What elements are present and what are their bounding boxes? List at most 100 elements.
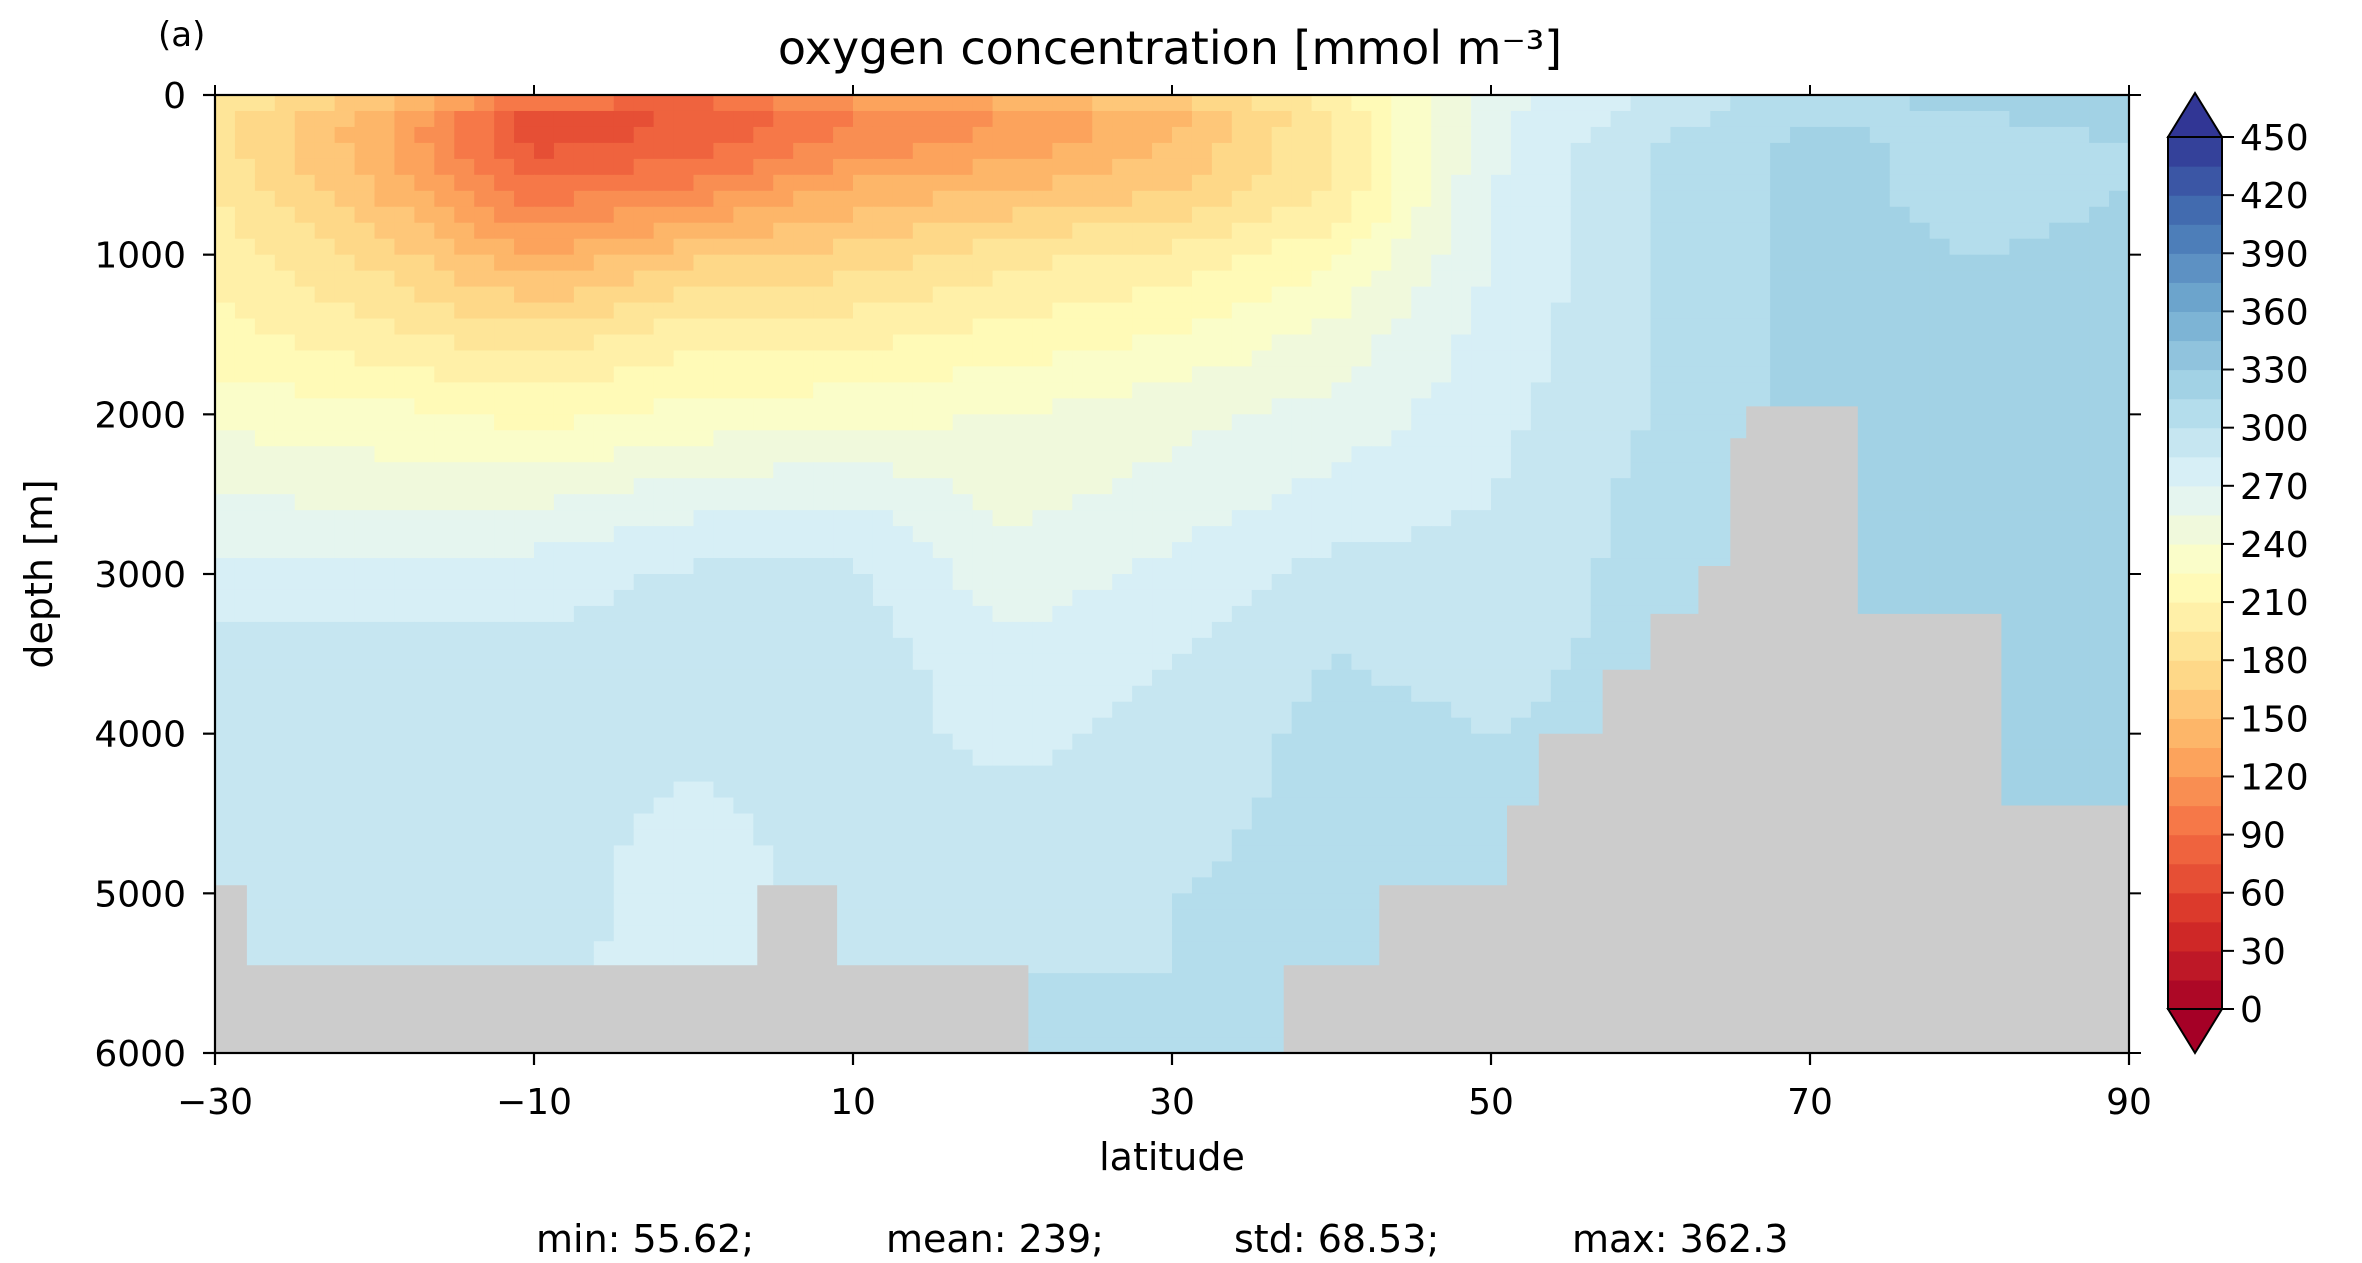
heatmap-cell	[494, 158, 515, 176]
heatmap-cell	[1032, 701, 1053, 719]
heatmap-cell	[1291, 542, 1313, 559]
heatmap-cell	[1211, 621, 1233, 639]
heatmap-cell	[1690, 526, 1711, 543]
heatmap-cell	[1650, 190, 1672, 208]
heatmap-cell	[2049, 494, 2070, 511]
heatmap-cell	[1590, 526, 1612, 543]
heatmap-cell	[1969, 238, 1991, 256]
heatmap-cell	[374, 222, 396, 240]
heatmap-cell	[1810, 254, 1831, 272]
heatmap-cell	[753, 302, 774, 320]
heatmap-cell	[2029, 254, 2050, 272]
heatmap-cell	[1172, 494, 1193, 511]
heatmap-cell	[872, 781, 894, 799]
heatmap-cell	[234, 749, 256, 767]
heatmap-cell	[1869, 158, 1891, 176]
heatmap-cell	[853, 605, 874, 623]
heatmap-cell	[1630, 206, 1652, 224]
heatmap-cell	[573, 206, 595, 224]
heatmap-cell	[733, 270, 754, 288]
heatmap-cell	[1829, 366, 1851, 383]
heatmap-cell	[434, 174, 455, 192]
heatmap-cell	[972, 190, 994, 208]
heatmap-cell	[872, 574, 894, 591]
heatmap-cell	[972, 861, 994, 878]
heatmap-cell	[1710, 526, 1731, 543]
heatmap-cell	[613, 845, 635, 862]
heatmap-cell	[1391, 350, 1412, 368]
heatmap-cell	[992, 254, 1014, 272]
heatmap-cell	[1311, 158, 1333, 176]
heatmap-cell	[1471, 478, 1492, 495]
heatmap-cell	[932, 158, 954, 176]
heatmap-cell	[294, 749, 316, 767]
heatmap-cell	[2089, 158, 2110, 176]
heatmap-cell	[1770, 158, 1791, 176]
heatmap-cell	[1291, 142, 1313, 160]
heatmap-cell	[2049, 574, 2070, 591]
heatmap-cell	[1132, 749, 1153, 767]
heatmap-cell	[1630, 366, 1652, 383]
heatmap-cell	[1072, 238, 1093, 256]
heatmap-cell	[1211, 318, 1233, 336]
heatmap-cell	[1969, 478, 1991, 495]
heatmap-cell	[2069, 701, 2090, 719]
heatmap-cell	[892, 126, 914, 144]
heatmap-cell	[1491, 174, 1512, 192]
heatmap-cell	[374, 589, 396, 607]
heatmap-cell	[1351, 669, 1372, 687]
heatmap-cell	[693, 877, 715, 894]
heatmap-cell	[274, 446, 296, 463]
heatmap-cell	[1829, 222, 1851, 240]
heatmap-cell	[474, 350, 495, 368]
heatmap-cell	[2069, 542, 2090, 559]
heatmap-cell	[813, 206, 834, 224]
heatmap-cell	[1849, 318, 1871, 336]
heatmap-cell	[793, 158, 814, 176]
heatmap-cell	[1132, 717, 1153, 735]
heatmap-cell	[1331, 797, 1353, 815]
heatmap-cell	[1211, 174, 1233, 192]
heatmap-cell	[1351, 637, 1372, 655]
heatmap-cell	[2089, 382, 2110, 399]
heatmap-cell	[872, 302, 894, 320]
heatmap-cell	[514, 749, 535, 767]
heatmap-cell	[2069, 382, 2090, 399]
heatmap-cell	[294, 382, 316, 399]
heatmap-cell	[234, 366, 256, 383]
heatmap-cell	[793, 637, 814, 655]
heatmap-cell	[1132, 574, 1153, 591]
heatmap-cell	[1451, 270, 1472, 288]
heatmap-cell	[1889, 110, 1911, 128]
heatmap-cell	[892, 829, 914, 847]
heatmap-cell	[1929, 398, 1951, 415]
heatmap-cell	[1889, 589, 1911, 607]
heatmap-cell	[793, 302, 814, 320]
heatmap-cell	[593, 174, 615, 192]
heatmap-cell	[354, 813, 376, 831]
heatmap-cell	[952, 542, 974, 559]
heatmap-cell	[1471, 605, 1492, 623]
heatmap-cell	[1291, 909, 1313, 926]
heatmap-cell	[713, 302, 734, 320]
heatmap-cell	[753, 829, 774, 847]
heatmap-cell	[1969, 430, 1991, 447]
heatmap-cell	[733, 382, 754, 399]
heatmap-cell	[294, 558, 316, 575]
heatmap-cell	[494, 446, 515, 463]
heatmap-cell	[1172, 685, 1193, 703]
heatmap-cell	[713, 382, 734, 399]
heatmap-cell	[1431, 190, 1452, 208]
heatmap-cell	[633, 414, 655, 431]
heatmap-cell	[414, 302, 435, 320]
heatmap-cell	[693, 637, 715, 655]
heatmap-cell	[474, 510, 495, 527]
heatmap-cell	[653, 334, 675, 352]
heatmap-cell	[932, 206, 954, 224]
heatmap-cell	[1092, 206, 1113, 224]
heatmap-cell	[813, 829, 834, 847]
heatmap-cell	[494, 542, 515, 559]
heatmap-cell	[673, 669, 695, 687]
heatmap-cell	[693, 749, 715, 767]
heatmap-cell	[1012, 861, 1034, 878]
